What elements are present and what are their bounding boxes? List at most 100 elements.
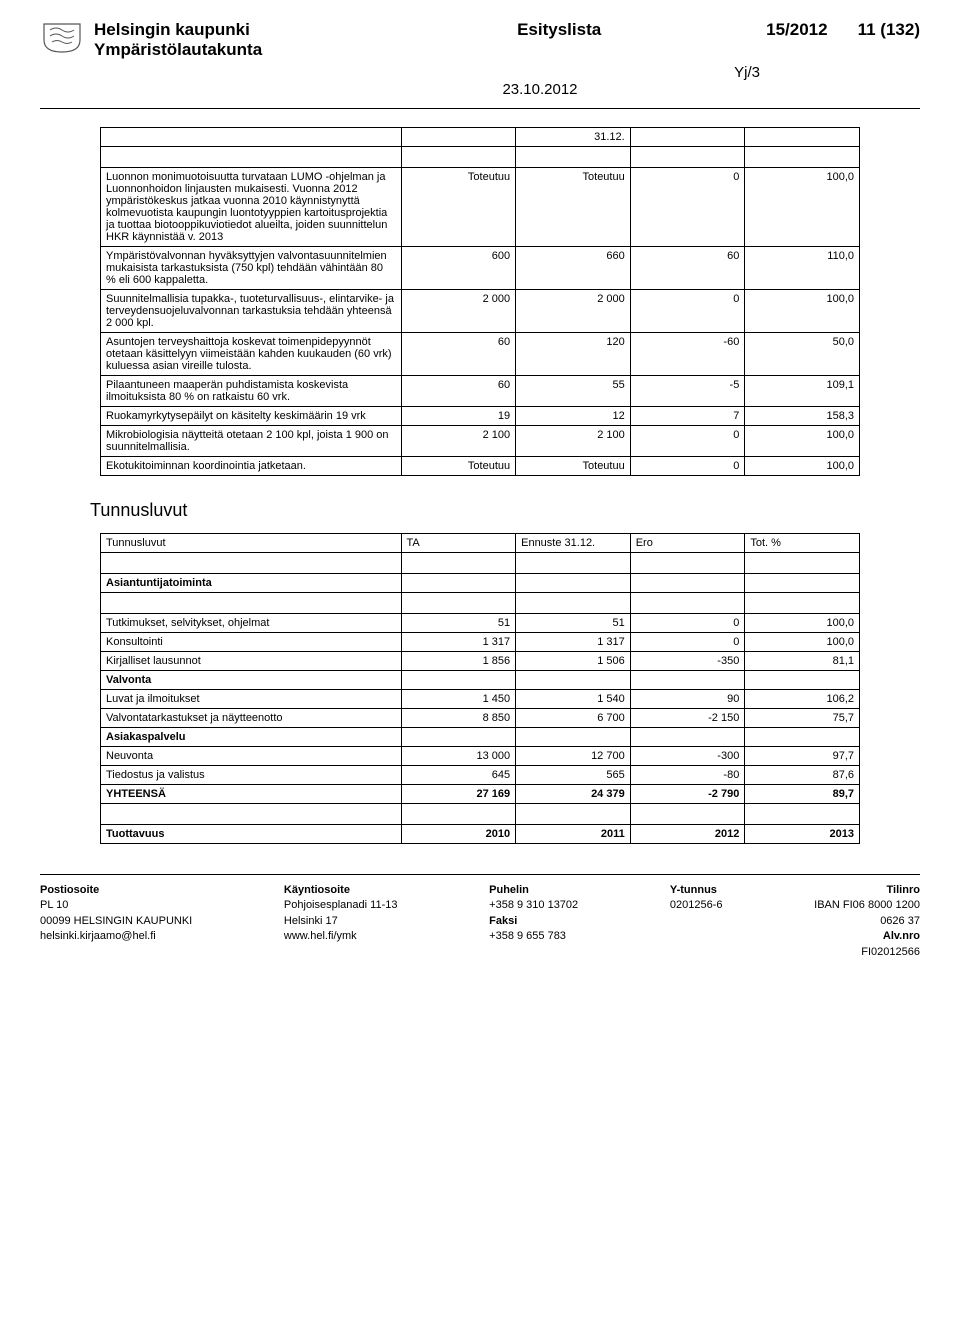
footer-col-2: Käyntiosoite Pohjoisesplanadi 11-13 Hels… xyxy=(284,883,398,960)
row-c1: 19 xyxy=(401,407,516,426)
row-label: Valvontatarkastukset ja näytteenotto xyxy=(101,709,402,728)
row-desc: Ekotukitoiminnan koordinointia jatketaan… xyxy=(101,457,402,476)
t2-h0: Tunnusluvut xyxy=(101,534,402,553)
row-c2: Toteutuu xyxy=(516,168,631,247)
row-c4: 50,0 xyxy=(745,333,860,376)
row-c2: 2 000 xyxy=(516,290,631,333)
row-c4: 87,6 xyxy=(745,766,860,785)
group-header-row: Asiakaspalvelu xyxy=(101,728,860,747)
row-c1: 600 xyxy=(401,247,516,290)
table-row: Tiedostus ja valistus645565-8087,6 xyxy=(101,766,860,785)
row-c2: 1 540 xyxy=(516,690,631,709)
table-row: Tutkimukset, selvitykset, ohjelmat515101… xyxy=(101,614,860,633)
table-row: Luonnon monimuotoisuutta turvataan LUMO … xyxy=(101,168,860,247)
row-c3: -5 xyxy=(630,376,745,407)
row-c4: 100,0 xyxy=(745,290,860,333)
row-c1: Toteutuu xyxy=(401,168,516,247)
table-row: Kirjalliset lausunnot1 8561 506-35081,1 xyxy=(101,652,860,671)
footer-col-3: Puhelin +358 9 310 13702 Faksi +358 9 65… xyxy=(489,883,578,960)
t2-h2: Ennuste 31.12. xyxy=(516,534,631,553)
table-row: Ruokamyrkytysepäilyt on käsitelty keskim… xyxy=(101,407,860,426)
row-c1: 2 000 xyxy=(401,290,516,333)
row-c2: 120 xyxy=(516,333,631,376)
row-c2: 24 379 xyxy=(516,785,631,804)
t2-bottom-c4: 2013 xyxy=(745,825,860,844)
row-c1: 60 xyxy=(401,376,516,407)
row-c2: 6 700 xyxy=(516,709,631,728)
row-desc: Ympäristövalvonnan hyväksyttyjen valvont… xyxy=(101,247,402,290)
t2-bottom-c3: 2012 xyxy=(630,825,745,844)
row-label: Kirjalliset lausunnot xyxy=(101,652,402,671)
row-c1: 1 856 xyxy=(401,652,516,671)
row-c4: 100,0 xyxy=(745,426,860,457)
row-c1: 60 xyxy=(401,333,516,376)
row-c1: 1 317 xyxy=(401,633,516,652)
doc-number: 15/2012 xyxy=(766,20,827,60)
row-c2: 51 xyxy=(516,614,631,633)
row-c4: 89,7 xyxy=(745,785,860,804)
footer-rule xyxy=(40,874,920,875)
row-c4: 110,0 xyxy=(745,247,860,290)
org-name: Helsingin kaupunki xyxy=(94,20,262,40)
row-label: Neuvonta xyxy=(101,747,402,766)
row-c4: 97,7 xyxy=(745,747,860,766)
row-c2: 565 xyxy=(516,766,631,785)
row-c2: 660 xyxy=(516,247,631,290)
row-desc: Pilaantuneen maaperän puhdistamista kosk… xyxy=(101,376,402,407)
row-c4: 106,2 xyxy=(745,690,860,709)
table-row: Ympäristövalvonnan hyväksyttyjen valvont… xyxy=(101,247,860,290)
row-c2: 1 317 xyxy=(516,633,631,652)
group-title: Asiantuntijatoiminta xyxy=(101,574,402,593)
row-c3: -2 790 xyxy=(630,785,745,804)
row-desc: Suunnitelmallisia tupakka-, tuoteturvall… xyxy=(101,290,402,333)
row-c1: 27 169 xyxy=(401,785,516,804)
row-c1: Toteutuu xyxy=(401,457,516,476)
t2-h1: TA xyxy=(401,534,516,553)
row-label: Tutkimukset, selvitykset, ohjelmat xyxy=(101,614,402,633)
row-c4: 109,1 xyxy=(745,376,860,407)
t1-date: 31.12. xyxy=(516,128,631,147)
row-c4: 100,0 xyxy=(745,614,860,633)
table-row: Asuntojen terveyshaittoja koskevat toime… xyxy=(101,333,860,376)
table-row: Konsultointi1 3171 3170100,0 xyxy=(101,633,860,652)
row-c2: 55 xyxy=(516,376,631,407)
group-header-row: Valvonta xyxy=(101,671,860,690)
table-1: 31.12. Luonnon monimuotoisuutta turvataa… xyxy=(100,127,860,476)
table-row: Ekotukitoiminnan koordinointia jatketaan… xyxy=(101,457,860,476)
table-row: YHTEENSÄ27 16924 379-2 79089,7 xyxy=(101,785,860,804)
row-c4: 81,1 xyxy=(745,652,860,671)
row-label: YHTEENSÄ xyxy=(101,785,402,804)
row-desc: Luonnon monimuotoisuutta turvataan LUMO … xyxy=(101,168,402,247)
row-c3: -60 xyxy=(630,333,745,376)
table-row: Luvat ja ilmoitukset1 4501 54090106,2 xyxy=(101,690,860,709)
row-label: Konsultointi xyxy=(101,633,402,652)
doc-date: 23.10.2012 xyxy=(160,81,920,98)
row-c2: 1 506 xyxy=(516,652,631,671)
header-rule xyxy=(40,108,920,109)
row-c3: 0 xyxy=(630,290,745,333)
row-desc: Ruokamyrkytysepäilyt on käsitelty keskim… xyxy=(101,407,402,426)
row-c2: 12 700 xyxy=(516,747,631,766)
row-c3: 0 xyxy=(630,614,745,633)
row-c1: 645 xyxy=(401,766,516,785)
row-c2: 2 100 xyxy=(516,426,631,457)
page-header: Helsingin kaupunki Ympäristölautakunta E… xyxy=(40,20,920,60)
row-c2: 12 xyxy=(516,407,631,426)
row-c3: -80 xyxy=(630,766,745,785)
group-title: Asiakaspalvelu xyxy=(101,728,402,747)
city-logo xyxy=(40,20,84,56)
row-c1: 8 850 xyxy=(401,709,516,728)
t2-h4: Tot. % xyxy=(745,534,860,553)
row-c3: 0 xyxy=(630,633,745,652)
row-c3: 7 xyxy=(630,407,745,426)
t2-bottom-c1: 2010 xyxy=(401,825,516,844)
row-label: Tiedostus ja valistus xyxy=(101,766,402,785)
doc-ref: Yj/3 xyxy=(40,64,760,81)
row-c3: 0 xyxy=(630,426,745,457)
row-c3: -2 150 xyxy=(630,709,745,728)
row-c3: 60 xyxy=(630,247,745,290)
row-desc: Mikrobiologisia näytteitä otetaan 2 100 … xyxy=(101,426,402,457)
table-2: Tunnusluvut TA Ennuste 31.12. Ero Tot. %… xyxy=(100,533,860,844)
section-title: Tunnusluvut xyxy=(90,500,920,521)
row-c4: 158,3 xyxy=(745,407,860,426)
